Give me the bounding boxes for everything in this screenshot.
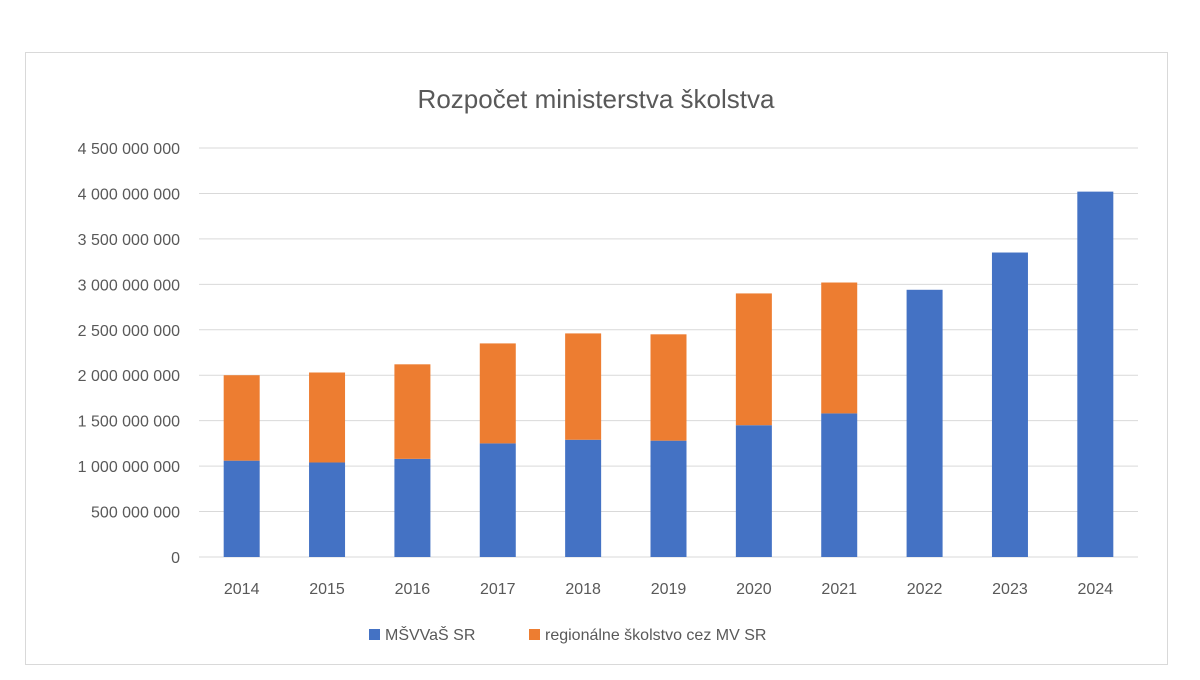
bar-segment-series-1-2020 — [735, 425, 772, 557]
y-tick-label: 3 500 000 000 — [78, 232, 180, 249]
bar-segment-series-1-2023 — [991, 252, 1028, 557]
y-tick-label: 1 500 000 000 — [78, 414, 180, 431]
x-tick-label: 2014 — [224, 581, 260, 598]
x-tick-label: 2017 — [480, 581, 516, 598]
stacked-bar-chart: Rozpočet ministerstva školstva 0 500 000 … — [78, 84, 1138, 644]
y-tick-label: 2 000 000 000 — [78, 368, 180, 385]
bar-segment-series-1-2022 — [906, 289, 943, 557]
bar-segment-series-2-2015 — [309, 372, 346, 463]
legend-swatch — [369, 629, 380, 640]
y-tick-label: 3 000 000 000 — [78, 277, 180, 294]
bar-segment-series-1-2018 — [565, 439, 602, 557]
x-tick-label: 2016 — [395, 581, 431, 598]
y-tick-label: 500 000 000 — [91, 505, 180, 522]
bar-segment-series-1-2019 — [650, 440, 687, 557]
bar-segment-series-2-2019 — [650, 334, 687, 441]
x-tick-label: 2018 — [565, 581, 601, 598]
x-tick-label: 2019 — [651, 581, 687, 598]
x-tick-label: 2023 — [992, 581, 1028, 598]
y-tick-label: 1 000 000 000 — [78, 459, 180, 476]
y-tick-label: 2 500 000 000 — [78, 323, 180, 340]
x-axis-tick-labels: 2014 2015 2016 2017 2018 2019 2020 2021 2022 2023… — [224, 581, 1113, 598]
bars — [223, 191, 1114, 558]
x-tick-label: 2024 — [1078, 581, 1114, 598]
legend-label: regionálne školstvo cez MV SR — [545, 627, 766, 644]
bar-segment-series-2-2014 — [223, 375, 260, 461]
chart-container: Rozpočet ministerstva školstva 0 500 000 … — [25, 52, 1168, 665]
y-tick-label: 0 — [171, 550, 180, 567]
bar-segment-series-1-2015 — [309, 462, 346, 557]
bar-segment-series-1-2021 — [821, 413, 858, 557]
bar-segment-series-1-2016 — [394, 458, 431, 557]
bar-segment-series-2-2016 — [394, 364, 431, 459]
x-tick-label: 2022 — [907, 581, 943, 598]
y-axis-tick-labels: 0 500 000 000 1 000 000 000 1 500 000 000 2 … — [78, 141, 180, 567]
bar-segment-series-1-2014 — [223, 460, 260, 557]
y-tick-label: 4 000 000 000 — [78, 186, 180, 203]
x-tick-label: 2015 — [309, 581, 345, 598]
bar-segment-series-2-2021 — [821, 282, 858, 414]
x-tick-label: 2020 — [736, 581, 772, 598]
bar-segment-series-1-2017 — [479, 443, 516, 557]
legend-swatch — [529, 629, 540, 640]
legend-label: MŠVVaŠ SR — [385, 625, 475, 644]
bar-segment-series-1-2024 — [1077, 191, 1114, 558]
y-tick-label: 4 500 000 000 — [78, 141, 180, 158]
chart-title: Rozpočet ministerstva školstva — [418, 84, 775, 114]
bar-segment-series-2-2020 — [735, 293, 772, 426]
legend: MŠVVaŠ SR regionálne školstvo cez MV SR — [369, 625, 766, 644]
bar-segment-series-2-2017 — [479, 343, 516, 444]
bar-segment-series-2-2018 — [565, 333, 602, 440]
x-tick-label: 2021 — [821, 581, 857, 598]
